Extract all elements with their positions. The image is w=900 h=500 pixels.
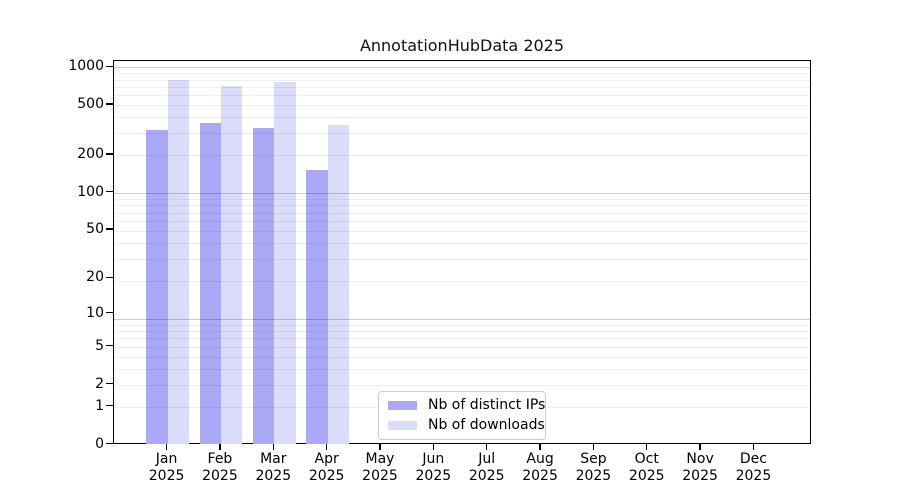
y-tick-label: 50 (86, 220, 104, 237)
legend-swatch-distinct-ips (388, 401, 417, 410)
gridline (114, 346, 810, 348)
gridline (114, 133, 810, 135)
gridline (114, 205, 810, 207)
chart-title: AnnotationHubData 2025 (359, 36, 565, 55)
gridline (114, 73, 810, 75)
bar-distinct-ips-mar (253, 127, 275, 444)
y-tick-mark (106, 344, 113, 347)
y-tick-mark (106, 153, 113, 155)
plot-area (113, 60, 811, 444)
y-tick-mark (106, 311, 113, 314)
legend-label-downloads: Nb of downloads (428, 417, 545, 433)
gridline (114, 280, 810, 282)
gridline (114, 117, 810, 119)
x-tick-label-dec: Dec 2025 (735, 451, 772, 484)
gridline (114, 258, 810, 260)
x-tick-mark (646, 444, 648, 450)
y-tick-mark (106, 382, 113, 385)
y-tick-mark (106, 228, 113, 230)
gridline (114, 105, 810, 107)
y-tick-mark (106, 442, 113, 445)
bar-distinct-ips-feb (199, 122, 221, 444)
x-tick-mark (486, 444, 488, 450)
gridline (114, 220, 810, 222)
gridline (114, 198, 810, 200)
x-tick-mark (752, 444, 755, 450)
gridline (114, 356, 810, 358)
x-tick-mark (219, 444, 221, 450)
bar-downloads-jan (167, 79, 189, 444)
bar-distinct-ips-apr (306, 169, 328, 444)
y-tick-label: 5 (95, 337, 104, 354)
x-tick-label-feb: Feb 2025 (202, 451, 238, 484)
x-tick-label-jun: Jun 2025 (415, 451, 452, 484)
y-tick-label: 1 (95, 397, 104, 414)
x-tick-label-jul: Jul 2025 (468, 451, 505, 484)
y-tick-mark (106, 276, 113, 278)
gridline (114, 324, 810, 326)
gridline (114, 95, 810, 97)
x-tick-label-aug: Aug 2025 (522, 451, 558, 484)
x-tick-label-mar: Mar 2025 (255, 451, 292, 484)
y-tick-label: 1000 (68, 58, 104, 75)
y-tick-label: 10 (86, 304, 104, 321)
x-tick-label-oct: Oct 2025 (628, 451, 665, 484)
x-tick-label-may: May 2025 (362, 451, 398, 484)
y-tick-mark (106, 65, 113, 68)
y-tick-label: 20 (86, 269, 104, 286)
gridline (114, 67, 810, 69)
x-tick-label-apr: Apr 2025 (308, 451, 345, 484)
legend: Nb of distinct IPs Nb of downloads (378, 391, 546, 440)
gridline (114, 330, 810, 332)
gridline (114, 212, 810, 214)
x-tick-mark (379, 444, 381, 450)
gridline (114, 155, 810, 157)
gridline (114, 368, 810, 370)
x-tick-mark (272, 444, 274, 450)
y-tick-label: 0 (95, 435, 104, 452)
y-tick-mark (106, 190, 113, 193)
y-tick-label: 2 (95, 375, 104, 392)
legend-item-downloads: Nb of downloads (388, 417, 545, 434)
gridline (114, 79, 810, 81)
y-tick-label: 100 (77, 183, 104, 200)
legend-label-distinct-ips: Nb of distinct IPs (428, 397, 546, 413)
gridline (114, 230, 810, 232)
y-tick-label: 200 (77, 145, 104, 162)
gridline (114, 193, 810, 195)
x-tick-mark (165, 444, 168, 450)
x-tick-mark (699, 444, 701, 450)
x-tick-label-nov: Nov 2025 (682, 451, 718, 484)
x-tick-label-sep: Sep 2025 (575, 451, 612, 484)
legend-item-distinct-ips: Nb of distinct IPs (388, 397, 545, 414)
bar-downloads-feb (220, 85, 243, 444)
gridline (114, 243, 810, 245)
gridline (114, 86, 810, 88)
bar-downloads-apr (327, 124, 349, 444)
x-tick-label-jan: Jan 2025 (148, 451, 185, 484)
gridline (114, 384, 810, 386)
legend-swatch-downloads (388, 421, 417, 430)
y-tick-mark (106, 404, 113, 407)
x-tick-mark (592, 444, 595, 450)
bar-downloads-mar (274, 82, 296, 444)
x-tick-mark (325, 444, 328, 450)
bar-distinct-ips-jan (146, 130, 168, 444)
gridline (114, 318, 810, 320)
x-tick-mark (432, 444, 435, 450)
gridline (114, 338, 810, 340)
y-tick-mark (106, 103, 113, 105)
y-tick-label: 500 (77, 96, 104, 113)
x-tick-mark (539, 444, 541, 450)
